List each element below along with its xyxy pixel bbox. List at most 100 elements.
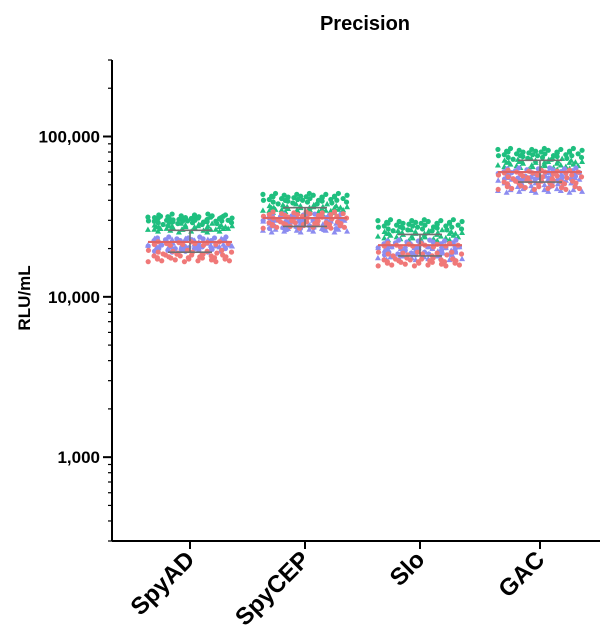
data-point — [315, 212, 322, 219]
data-point — [396, 237, 402, 243]
data-point — [269, 221, 275, 228]
data-point — [390, 228, 396, 234]
data-point — [211, 255, 218, 261]
data-point — [209, 213, 215, 219]
data-point — [539, 154, 546, 161]
data-point — [169, 211, 175, 217]
data-point — [566, 189, 573, 195]
data-point — [558, 185, 565, 191]
data-point — [169, 236, 176, 242]
data-point — [557, 187, 564, 193]
data-point — [564, 175, 570, 181]
data-point — [212, 226, 219, 232]
data-point — [384, 219, 390, 226]
data-point — [338, 220, 344, 227]
data-point — [293, 200, 300, 207]
data-point — [306, 190, 312, 197]
data-point — [553, 185, 560, 192]
data-point — [545, 185, 551, 192]
stats-gac — [498, 159, 582, 183]
data-point — [170, 217, 176, 223]
data-point — [541, 159, 548, 165]
data-point — [390, 253, 396, 259]
data-point — [456, 262, 463, 268]
data-point — [310, 228, 317, 234]
data-point — [228, 249, 235, 255]
x-ticks: SpyAD SpyCEP Slo GAC — [126, 541, 550, 631]
data-point — [270, 199, 276, 205]
data-point — [155, 223, 162, 230]
data-point — [341, 224, 348, 230]
data-point — [434, 229, 441, 235]
data-point — [218, 215, 224, 221]
data-point — [495, 153, 502, 159]
data-point — [259, 207, 266, 213]
data-point — [434, 250, 440, 256]
data-point — [534, 153, 541, 159]
data-point — [169, 223, 176, 229]
data-point — [545, 188, 552, 194]
data-point — [328, 211, 334, 218]
data-point — [541, 181, 548, 188]
data-point — [374, 254, 381, 261]
data-point — [455, 222, 461, 228]
data-point — [324, 200, 331, 207]
data-point — [444, 252, 450, 258]
data-point — [375, 224, 382, 230]
data-point — [307, 211, 313, 217]
data-point — [516, 147, 522, 153]
data-point — [295, 196, 301, 203]
data-point — [278, 206, 285, 213]
data-point — [385, 226, 391, 232]
data-point — [343, 199, 350, 205]
data-point — [279, 201, 286, 208]
data-point — [331, 193, 338, 199]
data-point — [549, 176, 555, 182]
data-point — [458, 226, 465, 232]
data-point — [145, 214, 151, 220]
data-point — [425, 262, 431, 268]
data-point — [272, 190, 279, 197]
data-point — [211, 235, 218, 241]
data-point — [295, 211, 301, 218]
chart-title: Precision — [320, 13, 410, 35]
data-point — [516, 180, 522, 186]
data-point — [400, 220, 406, 226]
data-point — [298, 193, 304, 199]
data-point — [214, 250, 220, 256]
data-point — [438, 218, 444, 224]
data-point — [159, 258, 165, 264]
stats-spycep — [263, 206, 347, 228]
data-point — [344, 203, 351, 210]
data-point — [568, 157, 575, 163]
data-point — [297, 202, 304, 209]
data-point — [575, 151, 581, 157]
data-point — [439, 226, 446, 233]
data-point — [570, 186, 577, 193]
data-point — [441, 238, 448, 244]
data-point — [307, 195, 313, 202]
x-tick-label-spyad: SpyAD — [126, 546, 201, 621]
data-point — [344, 228, 351, 234]
data-point — [144, 226, 151, 232]
data-point — [573, 165, 579, 171]
data-point — [225, 217, 231, 223]
data-point — [196, 214, 202, 220]
data-point — [504, 148, 510, 154]
data-point — [306, 226, 313, 232]
data-point — [402, 261, 408, 267]
data-point — [425, 218, 431, 225]
data-point — [554, 149, 560, 155]
data-point — [319, 194, 325, 200]
data-point — [145, 247, 152, 253]
data-point — [222, 223, 229, 230]
data-point — [452, 230, 459, 236]
data-point — [323, 191, 329, 197]
data-point — [507, 145, 514, 152]
data-point — [275, 201, 281, 207]
data-point — [572, 159, 579, 165]
data-point — [208, 246, 215, 252]
data-point — [520, 149, 526, 155]
data-point — [531, 186, 538, 193]
data-point — [438, 247, 445, 253]
